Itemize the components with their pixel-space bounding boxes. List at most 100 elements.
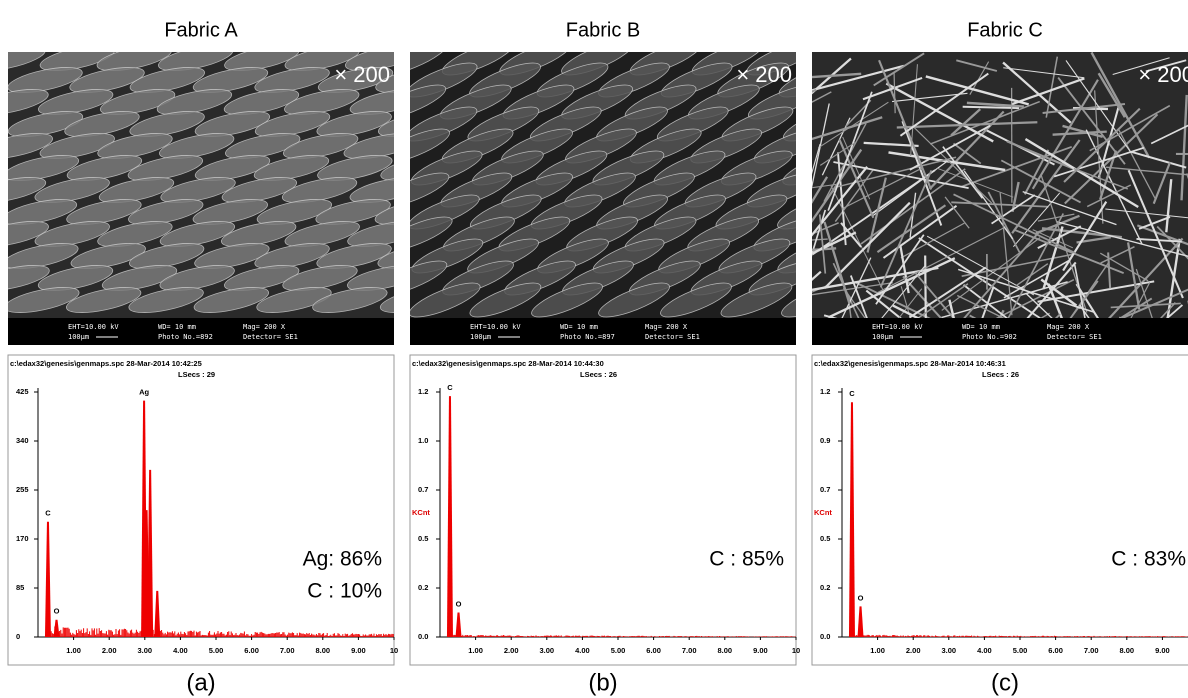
- fiber-bundle: [34, 221, 110, 247]
- fiber: [1110, 302, 1181, 309]
- fiber: [939, 281, 1068, 319]
- fiber: [942, 146, 984, 199]
- fiber: [812, 148, 863, 223]
- fiber: [944, 196, 970, 229]
- y-tick-label: 0.9: [820, 436, 830, 445]
- x-tick-label: 8.00: [315, 646, 330, 655]
- x-tick-label: 9.00: [351, 646, 366, 655]
- fiber-bundle: [317, 155, 393, 181]
- x-tick-label: 4.00: [977, 646, 992, 655]
- fiber-bundle: [315, 199, 391, 225]
- fiber-bundle: [8, 265, 50, 291]
- spectrum-peak: [848, 402, 855, 637]
- fiber-bundle: [284, 89, 360, 115]
- fiber-bundle: [8, 89, 49, 115]
- fiber: [1023, 149, 1050, 195]
- x-tick-label: 5.00: [209, 646, 224, 655]
- sem-info: Photo No.=897: [560, 333, 615, 341]
- fiber: [875, 234, 925, 305]
- peak-label: C: [849, 389, 855, 398]
- sem-image: EHT=10.00 kV 100µm WD= 10 mm Photo No.=892 M…: [8, 52, 394, 345]
- x-tick-label: 8.00: [1119, 646, 1134, 655]
- fiber: [838, 139, 875, 219]
- fiber-bundle: [284, 221, 360, 247]
- y-tick-label: 170: [16, 534, 29, 543]
- fiber-bundle: [349, 177, 394, 203]
- peak-label: Ag: [139, 388, 149, 397]
- fiber: [812, 72, 862, 79]
- fiber: [812, 231, 857, 255]
- fiber: [1156, 225, 1188, 260]
- spectrum-lsecs: LSecs : 26: [580, 370, 617, 379]
- fiber: [899, 244, 910, 294]
- fiber: [1002, 61, 1072, 124]
- fiber-bundle: [8, 287, 80, 313]
- y-tick-label: 0.7: [418, 485, 428, 494]
- sem-info: Photo No.=892: [158, 333, 213, 341]
- fiber: [812, 176, 829, 204]
- fiber-bundle: [410, 128, 450, 164]
- fiber: [956, 59, 998, 72]
- caption: (b): [588, 669, 617, 696]
- fiber: [913, 126, 993, 204]
- fiber-bundle: [194, 155, 271, 181]
- fiber-bundle: [192, 199, 268, 225]
- fiber: [827, 91, 873, 211]
- fiber: [812, 183, 839, 189]
- fiber-bundle: [66, 199, 142, 225]
- spectrum-header: c:\edax32\genesis\genmaps.spc 28-Mar-201…: [10, 359, 202, 368]
- fiber: [834, 169, 874, 223]
- fiber: [860, 168, 966, 245]
- fiber: [812, 64, 905, 92]
- x-tick-label: 3.00: [137, 646, 152, 655]
- caption: (a): [186, 669, 215, 696]
- fiber: [888, 151, 1006, 172]
- fiber: [962, 105, 1020, 110]
- y-tick-label: 0.7: [820, 485, 830, 494]
- fiber: [1094, 90, 1104, 224]
- fiber: [1011, 181, 1020, 213]
- fiber-bundle: [8, 111, 84, 137]
- y-tick-label: 0: [16, 632, 20, 641]
- fiber: [1073, 167, 1129, 190]
- sem-info: EHT=10.00 kV: [872, 323, 923, 331]
- fiber-bundle: [224, 265, 300, 291]
- fiber-bundle: [347, 265, 394, 291]
- sem-info: WD= 10 mm: [560, 323, 598, 331]
- peak-label: O: [858, 593, 864, 602]
- fiber: [862, 76, 923, 101]
- x-tick-label: 6.00: [244, 646, 259, 655]
- fiber: [1097, 72, 1126, 118]
- x-tick-label: 4.00: [575, 646, 590, 655]
- magnification: × 200: [334, 62, 390, 87]
- fiber: [1105, 208, 1188, 219]
- fiber: [1005, 213, 1065, 323]
- fiber-bundle: [256, 199, 333, 225]
- fiber: [893, 72, 896, 114]
- fiber: [1062, 201, 1108, 272]
- panel-title: Fabric C: [967, 19, 1043, 41]
- fiber: [863, 141, 919, 148]
- fiber-bundle: [34, 177, 110, 203]
- fiber-bundle: [160, 177, 236, 203]
- fiber-bundle: [254, 243, 330, 269]
- fiber-bundle: [128, 199, 204, 225]
- fiber: [1145, 59, 1187, 73]
- fiber: [879, 170, 933, 288]
- fiber-bundle: [377, 243, 394, 269]
- spectrum-header: c:\edax32\genesis\genmaps.spc 28-Mar-201…: [412, 359, 604, 368]
- fiber-bundle: [221, 177, 297, 203]
- fiber: [818, 214, 827, 274]
- fiber: [966, 101, 1024, 108]
- fiber: [1003, 259, 1071, 299]
- x-tick-label: 7.00: [280, 646, 295, 655]
- spectrum-frame: [7, 354, 395, 666]
- fiber: [1100, 246, 1135, 264]
- fiber: [1024, 138, 1139, 209]
- fiber: [1015, 263, 1049, 287]
- sem-info: Photo No.=902: [962, 333, 1017, 341]
- composition: C : 85%: [709, 548, 784, 571]
- sem-info: Detector= SE1: [243, 333, 298, 341]
- x-tick-label: 7.00: [1084, 646, 1099, 655]
- fiber-bundle: [377, 111, 394, 137]
